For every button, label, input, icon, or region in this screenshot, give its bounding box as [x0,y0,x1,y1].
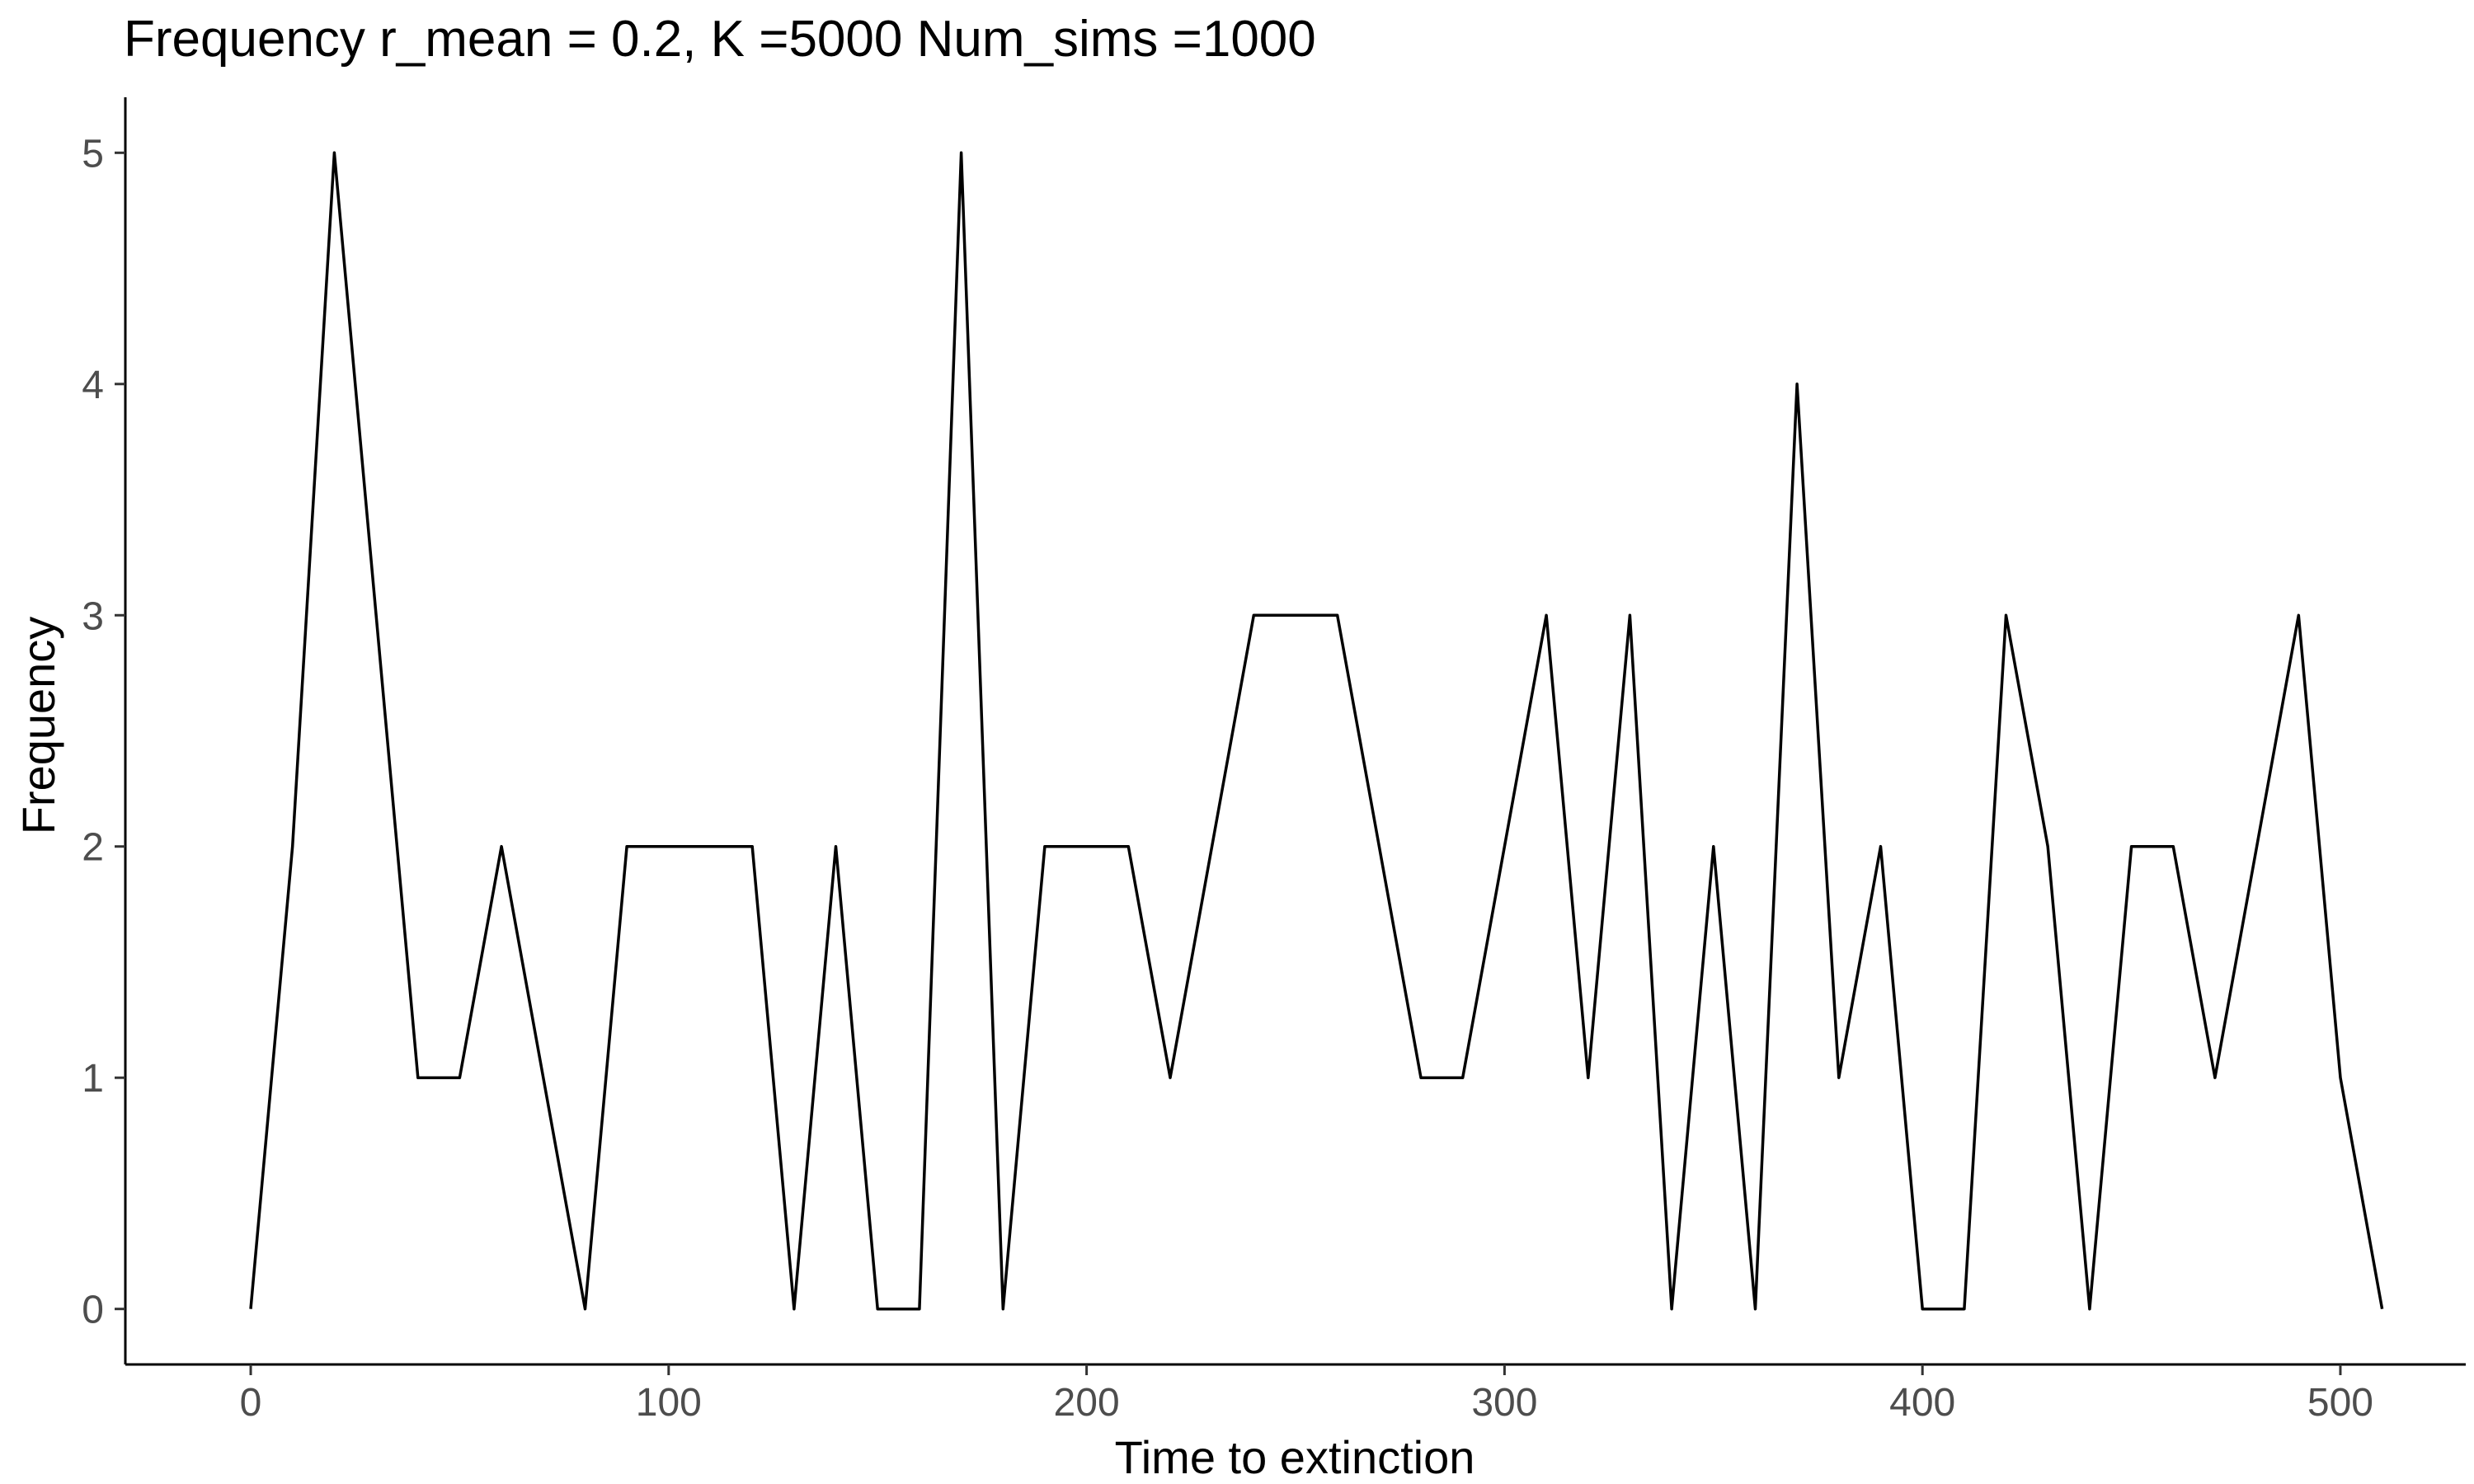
y-tick-label: 3 [82,594,104,638]
plot-area [249,151,2384,1311]
y-axis-title: Frequency [12,617,64,835]
x-tick-label: 300 [1471,1381,1537,1425]
x-axis-title: Time to extinction [1115,1431,1475,1483]
x-tick-label: 400 [1889,1381,1955,1425]
y-tick-label: 0 [82,1289,104,1332]
y-tick-label: 1 [82,1057,104,1101]
axes: 0 100 200 300 400 500 0 1 2 3 4 5 [82,97,2466,1425]
y-tick-label: 5 [82,132,104,176]
x-tick-label: 0 [240,1381,262,1425]
chart-title: Frequency r_mean = 0.2, K =5000 Num_sims… [124,11,1316,68]
x-tick-label: 500 [2307,1381,2373,1425]
y-tick-label: 2 [82,826,104,870]
y-tick-label: 4 [82,364,104,407]
x-tick-label: 100 [636,1381,702,1425]
x-tick-label: 200 [1054,1381,1120,1425]
series-line-1 [249,151,2384,1311]
